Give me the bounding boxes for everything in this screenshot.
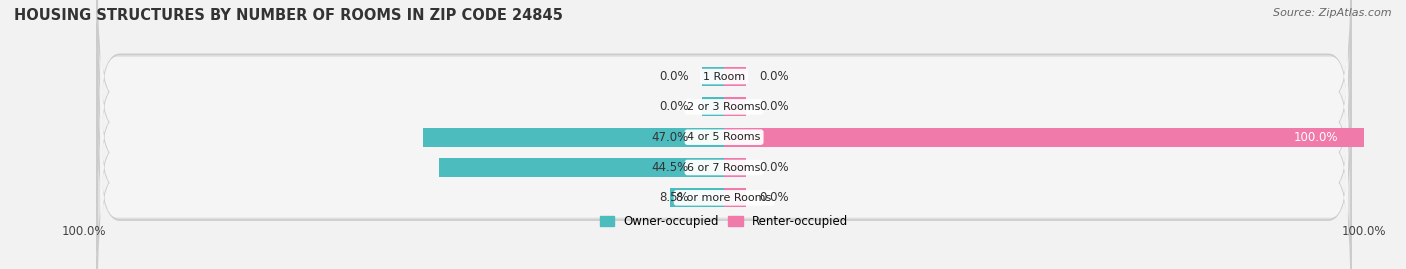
Text: 0.0%: 0.0% (759, 70, 789, 83)
FancyBboxPatch shape (100, 20, 1348, 133)
Bar (724, 158, 747, 177)
Text: 0.0%: 0.0% (759, 100, 789, 113)
Bar (669, 189, 724, 207)
Bar (724, 189, 747, 207)
FancyBboxPatch shape (97, 23, 1351, 191)
Text: 2 or 3 Rooms: 2 or 3 Rooms (688, 102, 761, 112)
Text: 0.0%: 0.0% (659, 70, 689, 83)
Bar (724, 128, 1364, 147)
Text: 6 or 7 Rooms: 6 or 7 Rooms (688, 162, 761, 172)
Text: 1 Room: 1 Room (703, 72, 745, 82)
Text: 100.0%: 100.0% (1294, 131, 1339, 144)
FancyBboxPatch shape (100, 111, 1348, 224)
Bar (702, 67, 724, 86)
Bar (702, 97, 724, 116)
Text: Source: ZipAtlas.com: Source: ZipAtlas.com (1274, 8, 1392, 18)
Text: 4 or 5 Rooms: 4 or 5 Rooms (688, 132, 761, 142)
FancyBboxPatch shape (97, 84, 1351, 252)
Text: 8.5%: 8.5% (659, 191, 689, 204)
Text: 0.0%: 0.0% (659, 100, 689, 113)
Text: HOUSING STRUCTURES BY NUMBER OF ROOMS IN ZIP CODE 24845: HOUSING STRUCTURES BY NUMBER OF ROOMS IN… (14, 8, 562, 23)
FancyBboxPatch shape (100, 81, 1348, 193)
FancyBboxPatch shape (97, 114, 1351, 269)
FancyBboxPatch shape (100, 142, 1348, 254)
FancyBboxPatch shape (97, 0, 1351, 161)
FancyBboxPatch shape (97, 53, 1351, 221)
Legend: Owner-occupied, Renter-occupied: Owner-occupied, Renter-occupied (600, 215, 848, 228)
Text: 8 or more Rooms: 8 or more Rooms (676, 193, 772, 203)
Bar (423, 128, 724, 147)
FancyBboxPatch shape (100, 51, 1348, 163)
Text: 47.0%: 47.0% (651, 131, 689, 144)
Bar (724, 97, 747, 116)
Bar (724, 67, 747, 86)
Text: 0.0%: 0.0% (759, 191, 789, 204)
Bar (440, 158, 724, 177)
Text: 44.5%: 44.5% (651, 161, 689, 174)
Text: 0.0%: 0.0% (759, 161, 789, 174)
